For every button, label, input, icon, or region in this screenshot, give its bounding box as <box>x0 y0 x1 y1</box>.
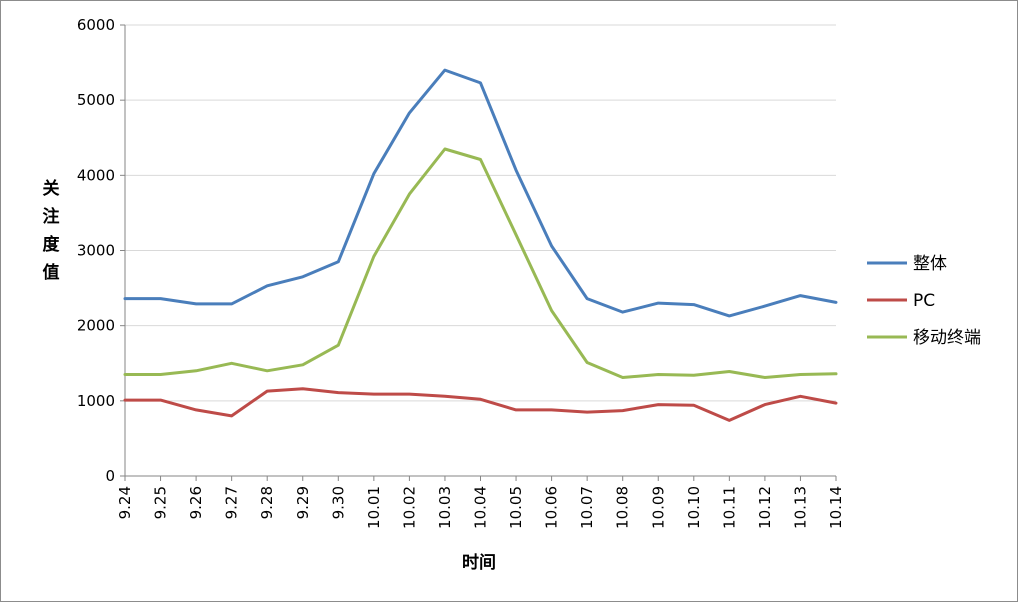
x-tick-label: 9.26 <box>187 486 205 519</box>
x-tick-label: 10.06 <box>543 486 561 529</box>
y-axis-title-char: 值 <box>43 262 60 283</box>
y-axis-title-char: 注 <box>43 206 60 227</box>
legend-entry-2: 移动终端 <box>867 328 981 348</box>
x-tick-label: 10.10 <box>685 486 703 529</box>
x-tick-label: 9.25 <box>152 486 170 519</box>
x-tick-label: 10.07 <box>578 486 596 529</box>
x-tick-label: 10.14 <box>827 486 845 529</box>
legend: 整体 PC 移动终端 <box>867 254 981 348</box>
x-tick-label: 10.12 <box>756 486 774 529</box>
x-tick-label: 9.29 <box>294 486 312 519</box>
x-tick-label: 9.27 <box>223 486 241 519</box>
x-tick-label: 10.11 <box>720 486 738 529</box>
y-tick-label: 6000 <box>77 16 115 34</box>
x-axis-title: 时间 <box>462 552 496 573</box>
x-tick-label: 10.04 <box>472 486 490 529</box>
y-tick-label: 3000 <box>77 242 115 260</box>
x-tick-labels: 9.24 9.25 9.26 9.27 9.28 9.29 9.30 10.01 10.02 10… <box>116 486 845 529</box>
series-line-0 <box>123 68 838 318</box>
y-tick-label: 1000 <box>77 392 115 410</box>
x-tick-label: 10.01 <box>365 486 383 529</box>
y-tick-label: 2000 <box>77 317 115 335</box>
legend-label: PC <box>913 291 935 311</box>
x-tick-label: 9.24 <box>116 486 134 519</box>
legend-label: 移动终端 <box>913 328 981 348</box>
x-tick-label: 10.13 <box>791 486 809 529</box>
y-tick-label: 4000 <box>77 166 115 184</box>
x-tick-label: 10.09 <box>649 486 667 529</box>
y-tick-label: 0 <box>105 467 115 485</box>
y-axis-title-char: 度 <box>43 234 61 255</box>
x-tick-label: 9.28 <box>258 486 276 519</box>
legend-label: 整体 <box>913 254 947 274</box>
x-tick-label: 9.30 <box>329 486 347 519</box>
series-line-2 <box>123 147 838 379</box>
x-tick-label: 10.02 <box>400 486 418 529</box>
y-tick-label: 5000 <box>77 91 115 109</box>
x-tick-label: 10.03 <box>436 486 454 529</box>
series-lines <box>123 68 838 422</box>
y-tick-labels: 0 1000 2000 3000 4000 5000 6000 <box>77 16 115 485</box>
legend-entry-1: PC <box>867 291 935 311</box>
gridlines <box>125 24 836 402</box>
x-tick-label: 10.08 <box>614 486 632 529</box>
y-axis-title-char: 关 <box>43 178 60 199</box>
legend-entry-0: 整体 <box>867 254 947 274</box>
series-line-1 <box>123 387 838 422</box>
x-tick-label: 10.05 <box>507 486 525 529</box>
axes <box>120 24 837 481</box>
